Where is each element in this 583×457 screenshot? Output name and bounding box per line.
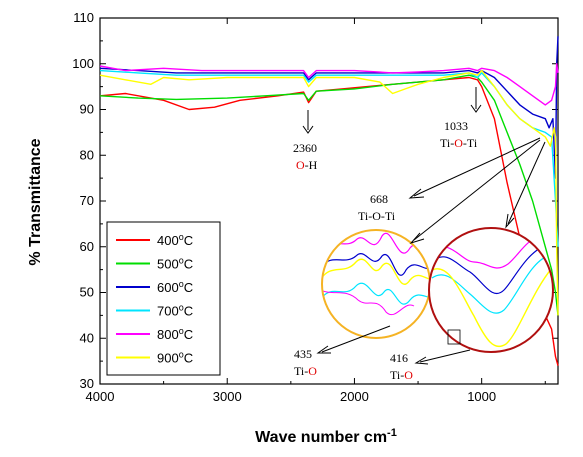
zoom-insets [321,227,554,353]
arrow-inset-right [507,141,546,225]
annotations: 2360 O-H 1033 Ti-O-Ti 668 Ti-O-Ti 435 Ti… [293,119,478,382]
y-tick-label: 30 [80,376,94,391]
x-tick-label: 4000 [86,389,115,404]
annotation-668-black: Ti-O-Ti [358,209,396,223]
x-axis-title-sup: -1 [387,427,397,439]
legend-degree: o [179,232,184,242]
series-line-600 [99,36,559,179]
legend-degree: o [179,303,184,313]
inset-right-circle [428,227,554,353]
series-line-700 [99,69,559,247]
annotation-416-black: Ti- [390,368,404,382]
inset-left-curve-700 [322,282,430,305]
legend-label-num: 900 [157,351,179,366]
annotation-2360-group: O-H [296,158,318,172]
legend-label-num: 800 [157,327,179,342]
arrow-inset-left-head [409,232,425,245]
arrow-668 [413,137,541,197]
legend-label-unit: C [184,351,193,366]
legend-label-400: 400oC [157,232,193,248]
x-axis-title-main: Wave number cm [255,429,387,446]
arrow-435-head [316,345,331,354]
legend-box [106,221,221,376]
inset-left-circle-bg [322,230,430,338]
annotation-668-group: Ti-O-Ti [358,209,396,223]
legend-degree: o [179,350,184,360]
inset-right-curve-900 [431,267,553,348]
annotation-1033-group: Ti-O-Ti [440,136,478,150]
inset-right-curve-800 [431,235,541,269]
arrow-435 [321,325,391,353]
arrow-416-head [414,356,429,365]
inset-left-curve-900 [322,258,430,285]
legend-label-700: 700oC [157,303,193,319]
x-tick-label: 2000 [340,389,369,404]
annotation-2360-tail: -H [305,158,318,172]
y-tick-label: 70 [80,193,94,208]
legend-label-800: 800oC [157,326,193,342]
inset-right-curves [431,235,553,348]
series-line-800 [99,63,559,106]
annotation-435-value: 435 [294,347,312,361]
legend-label-600: 600oC [157,279,193,295]
zoom-box-small [447,329,461,345]
x-axis-title: Wave number cm-1 [255,427,397,446]
y-tick-label: 110 [73,10,94,25]
inset-right-curve-600 [431,243,549,294]
axis-ticks: 30 40 50 60 70 80 90 100 110 4000 3000 2000 1000 [72,10,558,404]
arrow-inset-left [413,139,541,241]
annotation-416-red: O [404,368,413,382]
y-tick-label: 90 [80,102,94,117]
annotation-2360-red: O [296,158,305,172]
legend-label-unit: C [184,327,193,342]
legend-label-500: 500oC [157,256,193,272]
annotation-arrows [302,87,546,365]
arrow-inset-right-head [505,213,515,229]
inset-left-curve-600 [322,253,430,276]
y-tick-label: 60 [80,239,94,254]
legend-degree: o [179,326,184,336]
annotation-668-value: 668 [370,192,388,206]
y-tick-label: 100 [72,56,94,71]
annotation-435-black: Ti- [294,364,308,378]
annotation-416-value: 416 [390,351,408,365]
y-tick-label: 80 [80,147,94,162]
annotation-416-group: Ti-O [390,368,413,382]
annotation-1033-value: 1033 [444,119,468,133]
annotation-2360-value: 2360 [293,141,317,155]
series-line-500 [99,74,559,316]
y-tick-label: 50 [80,285,94,300]
annotation-1033-black: Ti- [440,136,454,150]
y-tick-label: 40 [80,330,94,345]
legend-degree: o [179,256,184,266]
legend-label-num: 400 [157,233,179,248]
annotation-435-red: O [308,364,317,378]
series-line-900 [99,69,559,316]
inset-right-circle-bg [429,228,553,352]
arrow-668-head [408,188,425,199]
legend-label-unit: C [184,280,193,295]
legend-label-num: 500 [157,257,179,272]
y-axis-title: % Transmittance [27,138,44,265]
arrow-416 [419,349,471,363]
arrow-1033-head [470,104,482,113]
x-tick-label: 3000 [213,389,242,404]
x-tick-label: 1000 [467,389,496,404]
legend-label-unit: C [184,233,193,248]
inset-left-curves [322,232,430,315]
legend-label-unit: C [184,257,193,272]
annotation-435-group: Ti-O [294,364,317,378]
annotation-1033-tail: -Ti [463,136,478,150]
legend-label-num: 700 [157,304,179,319]
legend-label-num: 600 [157,280,179,295]
legend-label-900: 900oC [157,350,193,366]
legend-degree: o [179,279,184,289]
inset-left-curve-800b [322,289,415,315]
legend-label-unit: C [184,304,193,319]
arrow-2360-head [302,125,314,134]
annotation-1033-red: O [454,136,463,150]
